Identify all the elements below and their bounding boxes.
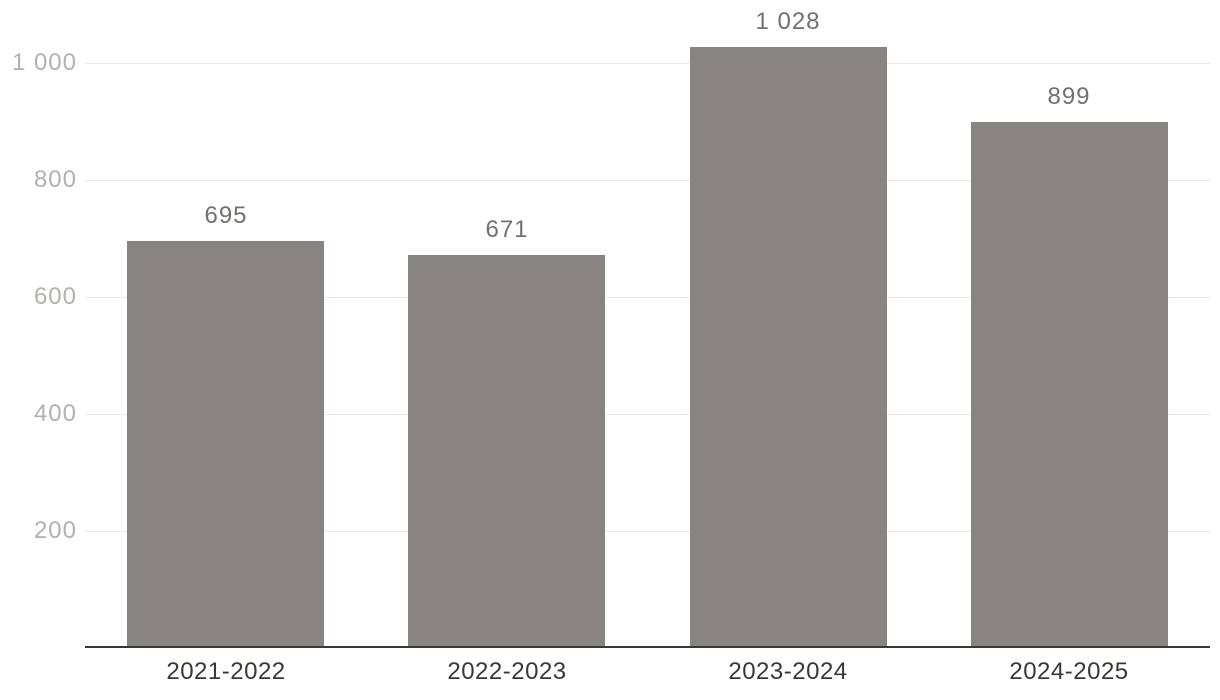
x-axis-tick-label: 2023-2024 [728,658,848,685]
y-axis-tick-label: 400 [33,400,77,427]
gridline [85,297,1210,298]
gridline [85,180,1210,181]
x-axis-line [85,645,1210,648]
bar-value-label: 671 [485,216,529,243]
gridline [85,531,1210,532]
bar [971,122,1168,647]
bar-value-label: 899 [1047,83,1091,110]
bar [690,47,887,647]
gridline [85,63,1210,64]
y-axis-tick-label: 200 [33,517,77,544]
y-axis-tick-label: 600 [33,283,77,310]
y-axis-tick-label: 800 [33,166,77,193]
bar-value-label: 1 028 [755,8,821,35]
x-axis-tick-label: 2022-2023 [447,658,567,685]
bar-value-label: 695 [204,202,248,229]
bar [127,241,324,647]
bar [408,255,605,647]
y-axis-tick-label: 1 000 [11,49,77,76]
x-axis-tick-label: 2024-2025 [1009,658,1129,685]
x-axis-tick-label: 2021-2022 [166,658,286,685]
gridline [85,414,1210,415]
